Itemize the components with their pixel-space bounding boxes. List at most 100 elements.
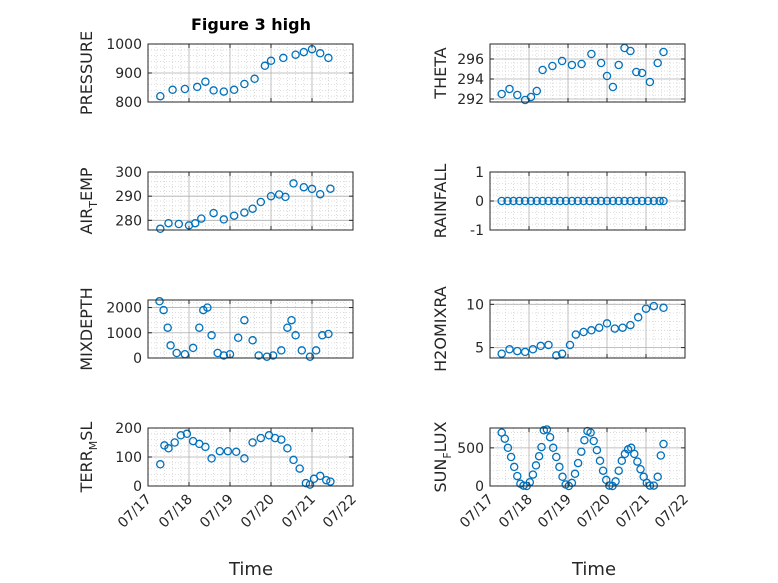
- data-point: [301, 478, 311, 488]
- data-point: [163, 323, 172, 332]
- y-axis-label-rest: LUX: [431, 421, 450, 452]
- data-point: [256, 197, 266, 207]
- data-series: [497, 196, 668, 206]
- data-point: [534, 451, 544, 461]
- data-point: [254, 351, 263, 360]
- data-point: [215, 446, 225, 456]
- data-point: [595, 456, 605, 466]
- tick-marks: [489, 44, 686, 102]
- data-point: [159, 305, 168, 315]
- data-point: [550, 196, 559, 206]
- data-point: [283, 444, 292, 453]
- figure-title: Figure 3 high: [191, 15, 311, 34]
- data-point: [528, 470, 538, 479]
- data-point: [168, 85, 177, 95]
- data-point: [649, 196, 659, 206]
- data-point: [503, 443, 513, 453]
- x-axis-label-right: Time: [571, 559, 616, 580]
- data-point: [617, 456, 627, 466]
- y-axis-label: AIRTEMP: [77, 167, 100, 234]
- data-point: [240, 454, 249, 463]
- data-point: [515, 196, 524, 206]
- x-axis-label-left: Time: [228, 559, 273, 580]
- data-point: [315, 189, 325, 199]
- y-tick-label: 0: [475, 194, 484, 210]
- data-point: [283, 323, 292, 332]
- data-point: [250, 74, 259, 84]
- data-point: [653, 58, 662, 68]
- data-point: [580, 435, 589, 445]
- data-point: [164, 218, 173, 228]
- data-point: [231, 447, 241, 457]
- tick-marks: [489, 171, 686, 231]
- data-point: [180, 84, 190, 94]
- data-point: [166, 341, 175, 350]
- data-point: [315, 471, 325, 481]
- data-point: [614, 466, 623, 475]
- data-point: [602, 196, 612, 206]
- data-point: [229, 85, 239, 95]
- data-point: [610, 324, 620, 333]
- y-tick-label: 300: [115, 165, 142, 181]
- data-point: [555, 462, 564, 472]
- data-point: [192, 82, 202, 92]
- data-point: [291, 50, 300, 59]
- y-tick-label: 10: [466, 297, 484, 313]
- data-point: [324, 329, 333, 339]
- data-point: [570, 469, 580, 479]
- data-point: [596, 196, 606, 206]
- data-point: [266, 56, 276, 66]
- data-point: [297, 346, 307, 355]
- data-point: [233, 333, 243, 343]
- data-point: [190, 218, 200, 228]
- data-point: [240, 208, 249, 217]
- data-point: [223, 446, 233, 456]
- y-tick-label: 900: [115, 66, 142, 82]
- data-point: [552, 351, 561, 360]
- data-point: [577, 59, 586, 69]
- y-tick-label: 1000: [106, 37, 142, 53]
- data-point: [555, 196, 565, 206]
- data-point: [497, 196, 506, 206]
- tick-marks: [147, 43, 354, 103]
- data-point: [598, 466, 608, 475]
- y-tick-label: 0: [133, 479, 142, 495]
- data-point: [548, 443, 558, 453]
- data-point: [537, 442, 546, 452]
- data-series: [156, 429, 335, 489]
- data-point: [295, 464, 304, 473]
- data-point: [587, 326, 596, 335]
- data-point: [203, 303, 212, 312]
- data-point: [170, 438, 179, 447]
- data-point: [307, 184, 317, 194]
- data-point: [526, 196, 536, 206]
- data-point: [659, 439, 668, 449]
- tick-marks: [147, 300, 354, 359]
- data-point: [506, 452, 516, 462]
- data-point: [565, 340, 575, 350]
- y-axis-label: H2OMIXRA: [431, 286, 450, 372]
- tick-marks: [489, 428, 686, 487]
- data-point: [172, 348, 181, 358]
- data-point: [260, 61, 270, 71]
- data-point: [305, 352, 315, 361]
- data-point: [201, 442, 210, 452]
- data-point: [573, 196, 583, 206]
- data-point: [155, 297, 164, 306]
- data-point: [544, 340, 553, 350]
- y-tick-label: 2000: [106, 301, 142, 317]
- data-point: [324, 53, 333, 63]
- data-point: [557, 56, 567, 66]
- data-point: [209, 208, 218, 218]
- data-point: [591, 196, 600, 206]
- data-point: [633, 457, 642, 466]
- data-point: [637, 68, 647, 78]
- data-point: [659, 303, 668, 313]
- data-point: [633, 313, 643, 322]
- data-point: [277, 435, 286, 444]
- data-point: [526, 92, 536, 102]
- data-point: [505, 345, 514, 354]
- data-point: [602, 71, 612, 81]
- data-point: [528, 345, 538, 354]
- data-point: [505, 84, 514, 94]
